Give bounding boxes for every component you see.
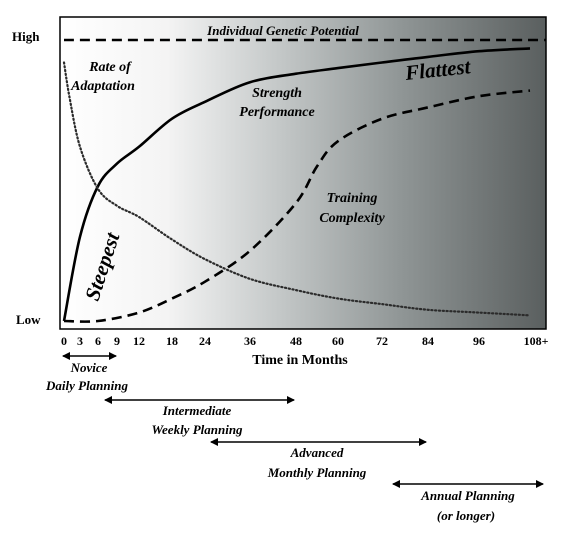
x-tick-label: 12 [133,334,145,348]
x-tick-label: 9 [114,334,120,348]
training-label-2: Complexity [319,211,385,226]
y-tick-low: Low [16,312,41,327]
series-layer [62,38,546,323]
phase-intermediate-label-2: Weekly Planning [151,422,243,437]
plot-background [60,17,546,329]
x-tick-label: 24 [199,334,211,348]
x-tick-label: 84 [422,334,434,348]
plot-frame [59,16,547,330]
phase-novice-label-2: Daily Planning [45,378,128,393]
phase-novice-label-1: Novice [70,360,108,375]
phase-intermediate-label-1: Intermediate [162,403,232,418]
x-tick-label: 60 [332,334,344,348]
phase-arrows [62,352,544,488]
x-tick-label: 6 [95,334,101,348]
rate-of-adaptation-label-1: Rate of [88,60,132,75]
y-tick-high: High [12,29,40,44]
genetic-potential-label: Individual Genetic Potential [206,23,359,38]
x-tick-label: 48 [290,334,302,348]
phase-annual-label-1: Annual Planning [420,488,515,503]
x-tick-label: 18 [166,334,178,348]
rate-of-adaptation-label-2: Adaptation [70,79,135,94]
x-tick-label: 3 [77,334,83,348]
x-tick-label: 36 [244,334,256,348]
x-tick-label: 96 [473,334,485,348]
phase-advanced-label-2: Monthly Planning [267,465,367,480]
x-tick-label: 72 [376,334,388,348]
x-tick-label: 108+ [524,334,549,348]
strength-label-1: Strength [252,86,302,101]
strength-label-2: Performance [239,105,314,120]
training-label-1: Training [327,191,378,206]
phase-annual-label-2: (or longer) [437,508,495,523]
phase-advanced-label-1: Advanced [290,445,344,460]
x-tick-labels: 0 3 6 9 12 18 24 36 48 60 72 84 96 108+ [61,334,549,348]
series-line-strength-performance [62,47,531,322]
x-tick-label: 0 [61,334,67,348]
x-axis-label: Time in Months [252,353,348,368]
series-line-rate-of-adaptation [62,61,532,317]
